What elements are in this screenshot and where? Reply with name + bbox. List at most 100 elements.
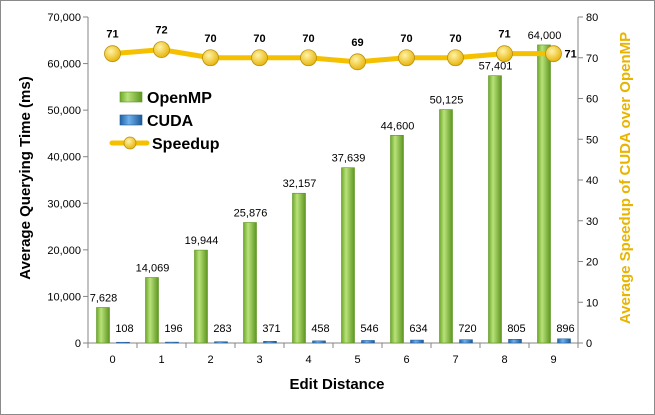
y-tick-label: 20,000: [47, 245, 81, 257]
legend-label-cuda: CUDA: [147, 113, 194, 130]
y2-tick-label: 10: [586, 297, 598, 309]
y2-tick-label: 30: [586, 216, 598, 228]
data-label-cuda: 634: [409, 323, 427, 335]
bar-cuda: [361, 340, 375, 344]
data-label-openmp: 50,125: [430, 95, 464, 107]
bar-openmp: [341, 167, 355, 344]
data-label-cuda: 196: [164, 323, 182, 335]
marker-speedup: [251, 49, 268, 67]
line-speedup: [110, 47, 556, 65]
x-axis-title: Edit Distance: [289, 376, 384, 393]
bar-cuda: [459, 339, 473, 344]
y-tick-label: 0: [75, 338, 81, 350]
data-label-openmp: 44,600: [381, 120, 415, 132]
bar-openmp: [145, 277, 159, 344]
y2-tick-label: 20: [586, 257, 598, 269]
data-label-openmp: 64,000: [528, 30, 562, 42]
data-label-openmp: 32,157: [283, 178, 317, 190]
marker-speedup: [496, 45, 513, 63]
x-tick-label: 0: [109, 354, 115, 366]
data-label-speedup: 72: [155, 25, 167, 37]
marker-speedup: [153, 41, 170, 58]
marker-speedup: [300, 49, 317, 67]
marker-speedup: [447, 49, 464, 67]
data-label-cuda: 371: [262, 323, 280, 335]
bar-openmp: [537, 44, 551, 344]
y-tick-label: 60,000: [47, 59, 81, 71]
data-label-speedup: 69: [351, 37, 363, 49]
y-tick-label: 70,000: [47, 12, 81, 24]
bar-openmp: [243, 222, 257, 344]
data-label-cuda: 283: [213, 323, 231, 335]
legend-label-speedup: Speedup: [152, 136, 220, 153]
y2-tick-label: 50: [586, 134, 598, 146]
data-label-openmp: 14,069: [136, 262, 170, 274]
x-tick-label: 5: [354, 354, 360, 366]
data-label-cuda: 805: [507, 323, 525, 335]
data-label-openmp: 19,944: [185, 235, 219, 247]
data-label-speedup: 71: [106, 29, 118, 41]
plot-area: 0 10,000 20,000 30,000 40,000 50,000 60,000 70,…: [47, 12, 598, 366]
x-tick-label: 7: [452, 354, 458, 366]
data-label-cuda: 546: [360, 323, 378, 335]
data-label-openmp: 25,876: [234, 207, 268, 219]
data-label-cuda: 720: [458, 323, 476, 335]
bar-openmp: [194, 249, 208, 344]
legend-marker-speedup: [123, 136, 137, 150]
data-label-speedup: 70: [302, 33, 314, 45]
marker-speedup: [202, 49, 219, 67]
legend: OpenMP CUDA Speedup: [109, 90, 220, 153]
marker-speedup: [398, 49, 415, 67]
marker-speedup: [545, 45, 562, 63]
y-tick-label: 10,000: [47, 291, 81, 303]
bar-openmp: [488, 75, 502, 344]
x-tick-label: 6: [403, 354, 409, 366]
data-label-cuda: 896: [556, 323, 574, 335]
data-label-cuda: 458: [311, 323, 329, 335]
bar-openmp: [292, 192, 306, 344]
x-tick-label: 9: [550, 354, 556, 366]
y-tick-label: 40,000: [47, 152, 81, 164]
bar-cuda: [508, 339, 522, 344]
y2-tick-label: 80: [586, 12, 598, 24]
data-label-speedup: 70: [400, 33, 412, 45]
y2-tick-label: 0: [586, 338, 592, 350]
x-tick-label: 3: [256, 354, 262, 366]
x-tick-label: 8: [501, 354, 507, 366]
y2-tick-label: 70: [586, 53, 598, 65]
data-label-openmp: 37,639: [332, 153, 366, 165]
x-tick-label: 1: [158, 354, 164, 366]
bar-cuda: [312, 340, 326, 344]
data-label-speedup: 70: [253, 33, 265, 45]
bar-cuda: [410, 339, 424, 344]
x-tick-label: 4: [305, 354, 311, 366]
x-tick-label: 2: [207, 354, 213, 366]
bar-openmp: [390, 134, 404, 344]
data-label-speedup: 71: [565, 49, 577, 61]
y2-tick-label: 60: [586, 94, 598, 106]
bar-cuda: [116, 341, 130, 344]
y2-tick-label: 40: [586, 175, 598, 187]
y2-axis-title: Average Speedup of CUDA over OpenMP: [617, 32, 634, 324]
marker-speedup: [349, 53, 366, 71]
bar-cuda: [214, 341, 228, 344]
bar-cuda: [165, 341, 179, 344]
legend-swatch-cuda: [119, 114, 143, 126]
legend-label-openmp: OpenMP: [147, 90, 212, 107]
data-label-speedup: 70: [449, 33, 461, 45]
marker-speedup: [104, 45, 121, 63]
data-label-cuda: 108: [115, 323, 133, 335]
bar-openmp: [96, 307, 110, 344]
bar-cuda: [557, 338, 571, 344]
legend-swatch-openmp: [119, 91, 143, 103]
y-tick-label: 30,000: [47, 198, 81, 210]
data-label-openmp: 57,401: [479, 61, 513, 73]
data-label-speedup: 71: [498, 29, 510, 41]
y-axis-title: Average Querying Time (ms): [17, 76, 34, 279]
bar-openmp: [439, 109, 453, 344]
bar-cuda: [263, 341, 277, 344]
data-label-openmp: 7,628: [90, 292, 118, 304]
y-tick-label: 50,000: [47, 105, 81, 117]
data-label-speedup: 70: [204, 33, 216, 45]
